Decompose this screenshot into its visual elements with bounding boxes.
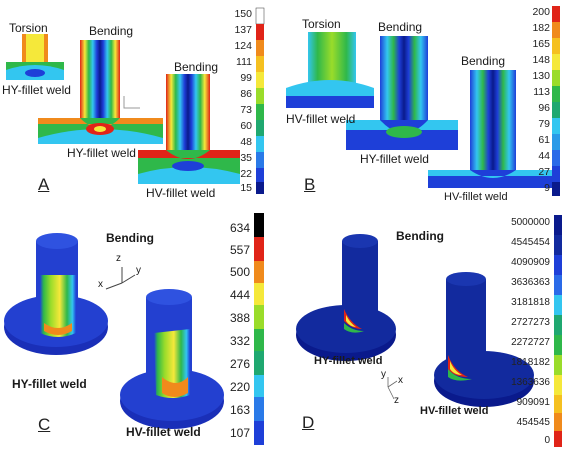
scale-tick: 182 bbox=[532, 22, 550, 34]
axis-x: x bbox=[98, 279, 103, 290]
panel-b: Torsion Bending Bending HV-fillet weld H… bbox=[284, 0, 568, 203]
scale-tick: 5000000 bbox=[511, 217, 550, 228]
scale-tick: 276 bbox=[229, 357, 250, 371]
scale-tick: 27 bbox=[538, 166, 550, 178]
scale-tick: 86 bbox=[240, 88, 252, 100]
label-bending: Bending bbox=[89, 24, 134, 38]
scale-tick: 150 bbox=[234, 8, 252, 20]
label-hv-fillet-weld: HV-fillet weld bbox=[146, 186, 216, 200]
panel-c-models bbox=[4, 233, 224, 429]
label-hv-fillet-weld: HV-fillet weld bbox=[286, 112, 356, 126]
label-hy-fillet-weld: HY-fillet weld bbox=[67, 146, 136, 160]
axis-z: z bbox=[394, 395, 399, 406]
scale-tick: 15 bbox=[240, 182, 252, 194]
panel-a-contours bbox=[6, 34, 240, 184]
label-hv-fillet-weld: HV-fillet weld bbox=[420, 405, 489, 417]
scale-tick: 61 bbox=[538, 134, 550, 146]
label-hy-fillet-weld: HY-fillet weld bbox=[2, 83, 71, 97]
scale-tick: 124 bbox=[234, 40, 252, 52]
scale-tick: 73 bbox=[240, 104, 252, 116]
label-bending: Bending bbox=[378, 20, 423, 34]
label-hy-fillet-weld: HY-fillet weld bbox=[12, 377, 87, 391]
scale-tick: 96 bbox=[538, 102, 550, 114]
scale-tick: 3181818 bbox=[511, 297, 550, 308]
axis-x: x bbox=[398, 375, 403, 386]
panel-letter: A bbox=[38, 175, 50, 194]
scale-tick: 557 bbox=[229, 243, 250, 257]
label-hv-fillet-weld: HV-fillet weld bbox=[444, 191, 508, 203]
scale-tick: 909091 bbox=[516, 397, 550, 408]
panel-a: Torsion Bending Bending HY-fillet weld H… bbox=[0, 0, 284, 200]
color-scale-bar bbox=[554, 215, 562, 447]
scale-tick: 9 bbox=[544, 182, 550, 194]
scale-tick: 1363636 bbox=[511, 377, 550, 388]
scale-tick: 4545454 bbox=[511, 237, 550, 248]
scale-tick: 22 bbox=[240, 168, 252, 180]
axis-z: z bbox=[116, 253, 121, 264]
scale-tick: 2272727 bbox=[511, 337, 550, 348]
scale-tick: 444 bbox=[229, 288, 250, 302]
panel-d-models bbox=[296, 234, 534, 407]
scale-tick: 35 bbox=[240, 152, 252, 164]
scale-tick: 79 bbox=[538, 118, 550, 130]
scale-tick: 2727273 bbox=[511, 317, 550, 328]
color-scale-bar bbox=[552, 6, 560, 196]
axis-y: y bbox=[136, 265, 141, 276]
label-torsion: Torsion bbox=[302, 17, 341, 31]
scale-tick: 220 bbox=[229, 380, 250, 394]
scale-tick: 3636363 bbox=[511, 277, 550, 288]
label-bending: Bending bbox=[174, 60, 219, 74]
scale-tick: 113 bbox=[533, 86, 550, 98]
label-bending: Bending bbox=[106, 231, 154, 245]
label-hv-fillet-weld: HV-fillet weld bbox=[126, 425, 201, 439]
color-scale-bar bbox=[254, 213, 264, 445]
scale-tick: 500 bbox=[229, 265, 250, 279]
scale-labels: 200 182 165 148 130 113 96 79 61 44 27 9 bbox=[518, 6, 550, 196]
label-hy-fillet-weld: HY-fillet weld bbox=[360, 152, 429, 166]
scale-tick: 130 bbox=[532, 70, 550, 82]
scale-tick: 107 bbox=[229, 426, 250, 440]
panel-c: z y x Bending HY-fillet weld HV-fillet w… bbox=[0, 205, 284, 457]
scale-labels: 5000000 4545454 4090909 3636363 3181818 … bbox=[496, 217, 550, 449]
scale-tick: 454545 bbox=[516, 417, 550, 428]
panel-letter: C bbox=[38, 415, 51, 434]
scale-tick: 148 bbox=[532, 54, 550, 66]
label-hy-fillet-weld: HY-fillet weld bbox=[314, 355, 383, 367]
scale-tick: 634 bbox=[229, 221, 250, 235]
label-torsion: Torsion bbox=[9, 21, 48, 35]
panel-b-contours bbox=[286, 32, 556, 188]
scale-labels: 634 557 500 444 388 332 276 220 163 107 bbox=[214, 221, 250, 451]
scale-tick: 1818182 bbox=[511, 357, 550, 368]
axis-y: y bbox=[381, 369, 386, 380]
scale-tick: 165 bbox=[532, 38, 550, 50]
scale-tick: 0 bbox=[544, 435, 550, 446]
label-bending: Bending bbox=[461, 54, 506, 68]
scale-tick: 44 bbox=[538, 150, 550, 162]
scale-tick: 332 bbox=[229, 334, 250, 348]
scale-tick: 99 bbox=[240, 72, 252, 84]
scale-tick: 60 bbox=[240, 120, 252, 132]
scale-tick: 48 bbox=[240, 136, 252, 148]
scale-tick: 111 bbox=[236, 56, 252, 68]
scale-tick: 200 bbox=[532, 6, 550, 18]
scale-tick: 388 bbox=[229, 311, 250, 325]
scale-labels: 150 137 124 111 99 86 73 60 48 35 22 15 bbox=[220, 8, 252, 194]
panel-letter: D bbox=[302, 413, 315, 432]
panel-d: y x z Bending HY-fillet weld HV-fillet w… bbox=[284, 205, 568, 457]
label-bending: Bending bbox=[396, 229, 444, 243]
color-scale-bar bbox=[255, 7, 265, 194]
panel-letter: B bbox=[304, 175, 316, 194]
scale-tick: 137 bbox=[234, 24, 252, 36]
scale-tick: 4090909 bbox=[511, 257, 550, 268]
scale-tick: 163 bbox=[229, 403, 250, 417]
